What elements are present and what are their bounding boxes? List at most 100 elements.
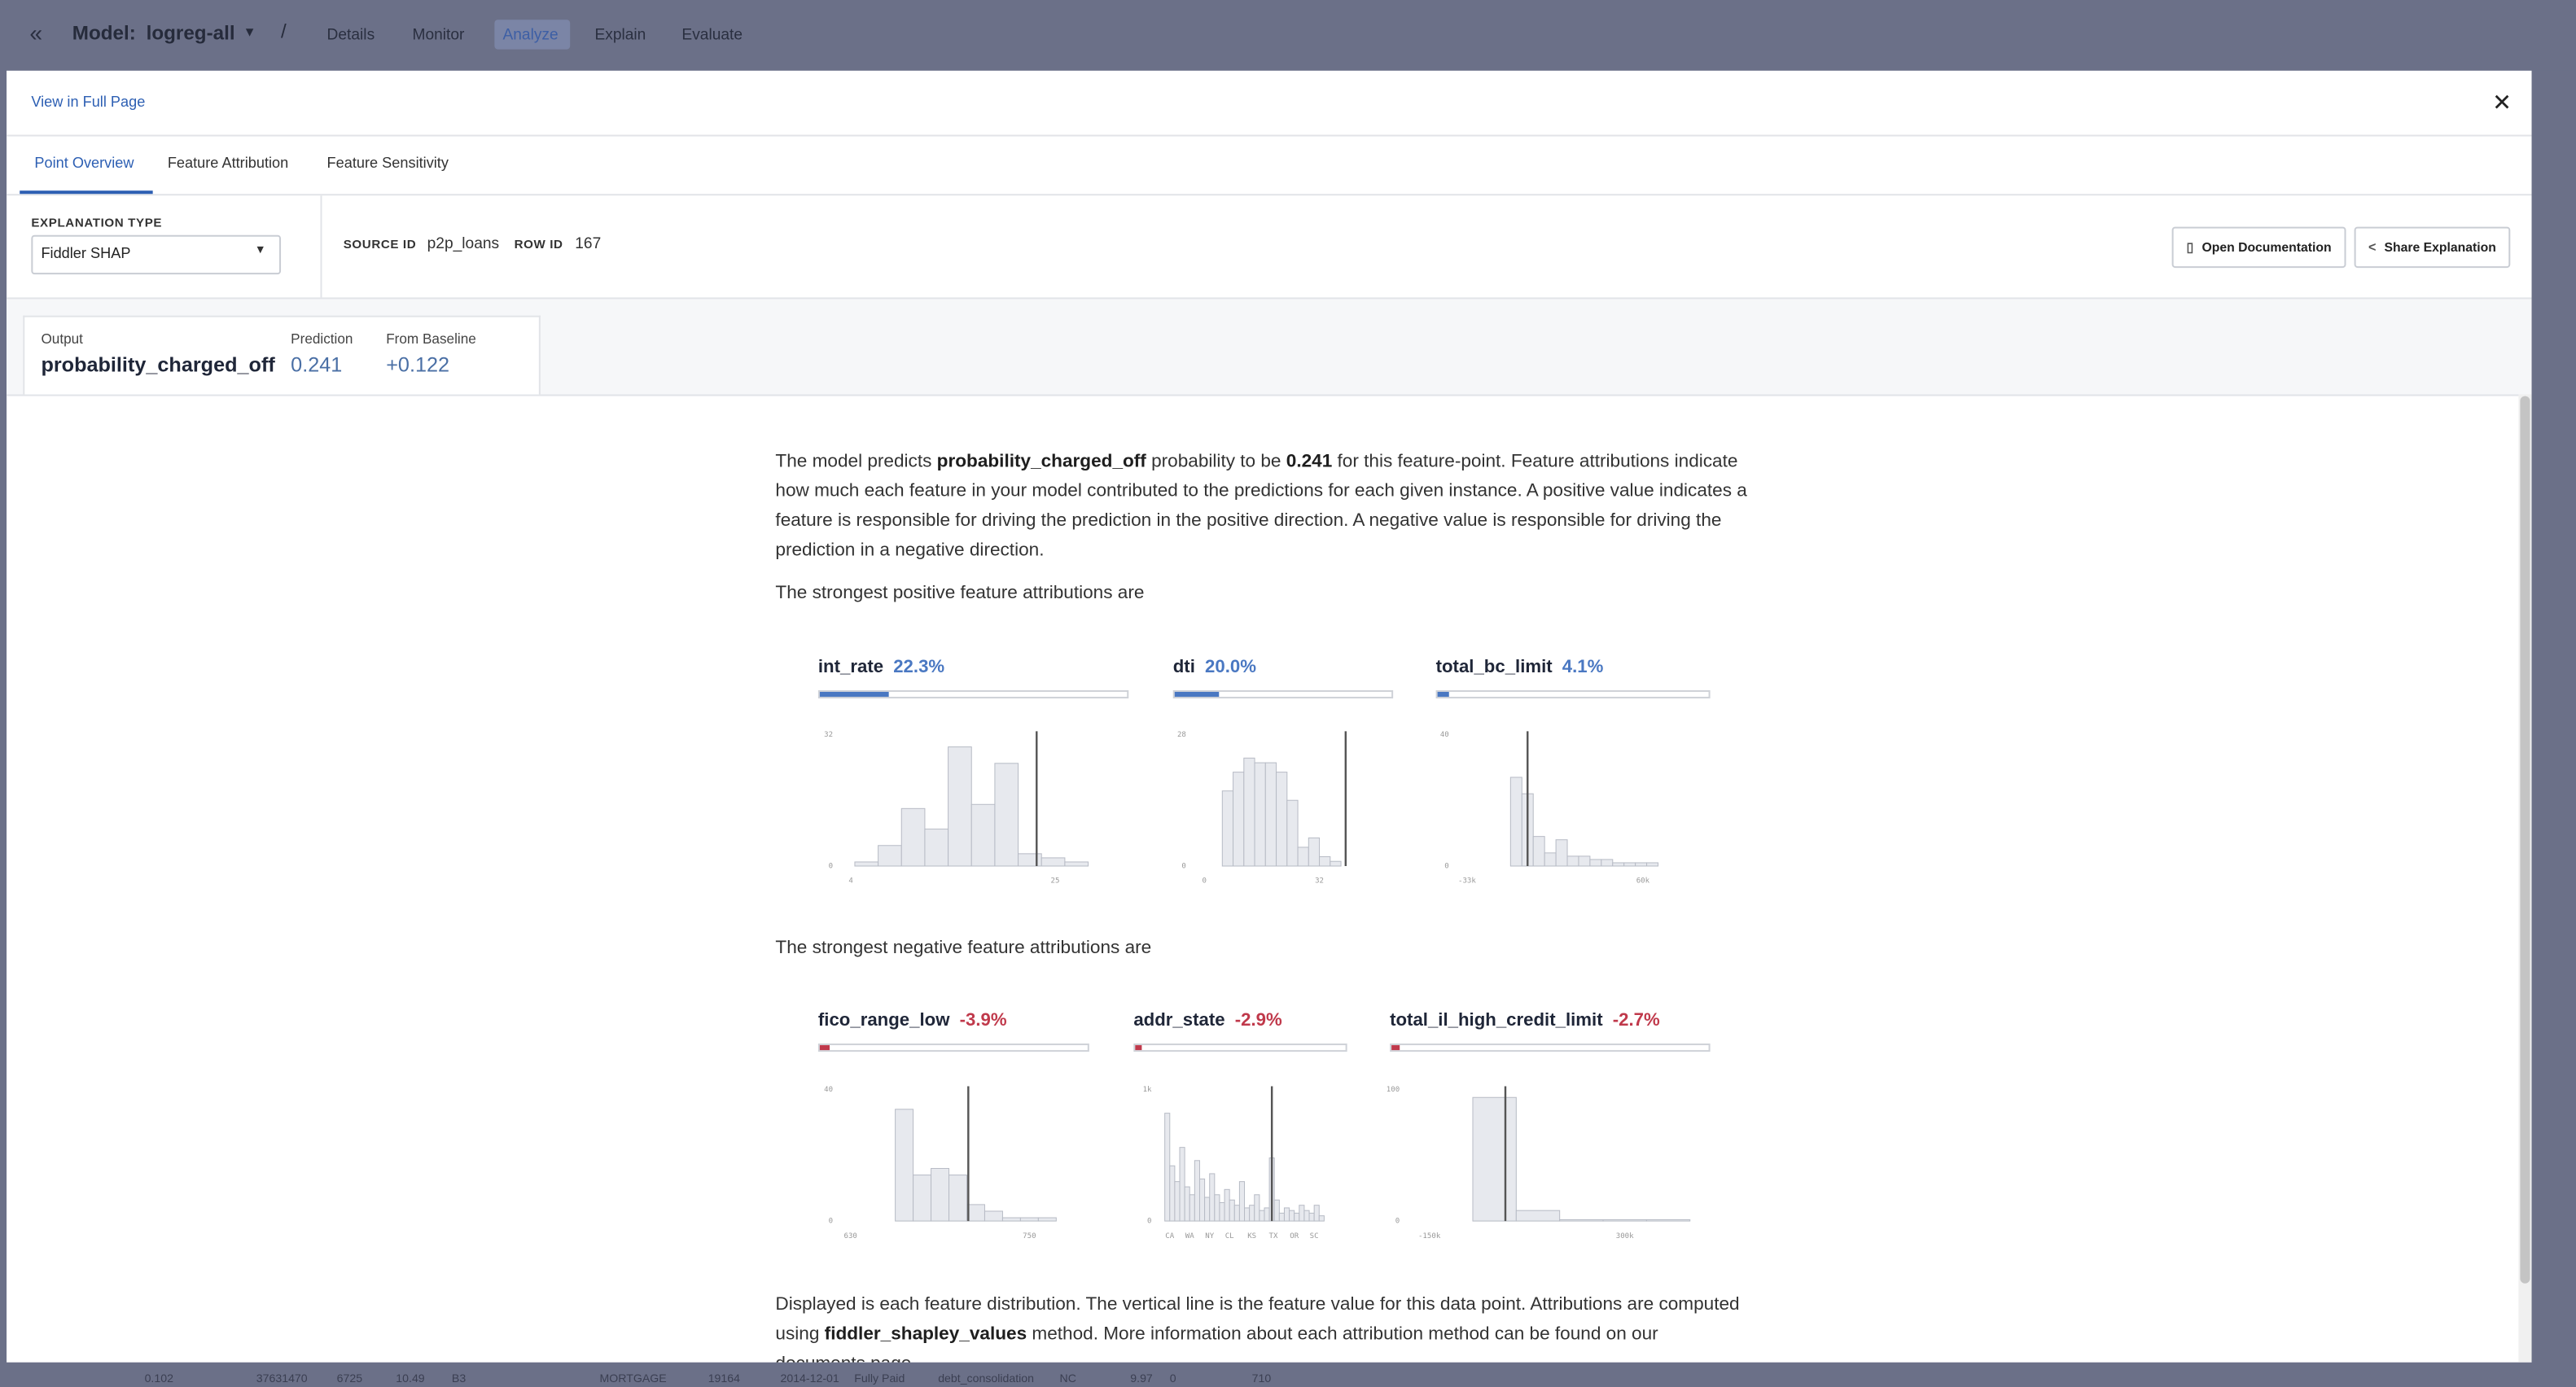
attribution-track: [1435, 689, 1711, 699]
scrollbar-thumb: [2520, 396, 2530, 1284]
histogram-bar: [1198, 1178, 1206, 1222]
nav-tab[interactable]: Evaluate: [681, 26, 743, 45]
feature-header: dti 20.0%: [1173, 658, 1256, 677]
feature-header: addr_state -2.9%: [1133, 1011, 1281, 1030]
divider: [7, 194, 2532, 196]
histogram-bar: [1249, 1205, 1255, 1222]
nav-tab[interactable]: Explain: [594, 26, 646, 45]
histogram-bar: [1264, 762, 1277, 867]
model-name[interactable]: logreg-all: [146, 21, 235, 45]
attribution: -3.9%: [959, 1010, 1007, 1030]
back-icon[interactable]: «: [29, 20, 43, 46]
histogram-bar: [1601, 859, 1614, 867]
histogram-bar: [878, 845, 902, 867]
histogram-bar: [1313, 1205, 1320, 1222]
histogram-bar: [1184, 1186, 1190, 1222]
attribution: 20.0%: [1205, 657, 1256, 677]
histogram-bar: [913, 1175, 932, 1222]
paragraph: The model predicts probability_charged_o…: [775, 447, 1748, 565]
modal-tab[interactable]: Feature Attribution: [167, 154, 289, 171]
histogram-bar: [1289, 1210, 1295, 1222]
attribution-track: [1133, 1044, 1347, 1052]
button[interactable]: < Share Explanation: [2354, 226, 2511, 269]
histogram-bar: [1164, 1113, 1171, 1222]
x-tick-label: 25: [1050, 877, 1059, 886]
histogram-bar: [1645, 1219, 1691, 1222]
attribution-fill: [1391, 1045, 1400, 1051]
prediction-value: 0.241: [291, 353, 343, 377]
bold-text: probability_charged_off: [936, 452, 1146, 472]
close-icon[interactable]: ✕: [2492, 89, 2512, 116]
histogram-bar: [1297, 847, 1309, 867]
histogram-bar: [1286, 799, 1299, 867]
histogram-bar: [1189, 1194, 1195, 1222]
histogram-bar: [1214, 1194, 1220, 1222]
y-tick-label: 0: [1444, 862, 1448, 870]
histogram-bar: [1555, 839, 1568, 867]
modal-tab[interactable]: Feature Sensitivity: [326, 154, 449, 171]
histogram-bar: [1204, 1197, 1211, 1222]
attribution-track: [1390, 1044, 1711, 1052]
text: Displayed is each feature distribution. …: [775, 1294, 1740, 1345]
output-label: Output: [41, 330, 83, 348]
model-caret: ▼: [243, 24, 256, 40]
histogram-bar: [1224, 1188, 1230, 1222]
button[interactable]: ▯ Open Documentation: [2171, 226, 2346, 269]
histogram-bar: [1623, 862, 1636, 867]
histogram-bar: [1612, 862, 1625, 867]
histogram-bar: [1308, 1212, 1315, 1222]
bold-text: 0.241: [1286, 452, 1333, 472]
nav-tab[interactable]: Details: [326, 26, 375, 45]
x-tick-label: 630: [843, 1232, 856, 1240]
row-id-label: ROW ID: [514, 236, 563, 252]
histogram-bar: [1040, 857, 1066, 867]
y-tick-label: 100: [1387, 1086, 1400, 1094]
histogram-bar: [1259, 1210, 1265, 1222]
model-label: Model:: [72, 21, 136, 45]
source-id: p2p_loans: [427, 234, 500, 253]
modal-tab[interactable]: Point Overview: [34, 154, 134, 171]
row-cell: 10.49: [396, 1373, 425, 1385]
active-tab-bg: [494, 20, 571, 50]
select-box[interactable]: [31, 234, 282, 275]
output-value: probability_charged_off: [41, 353, 275, 377]
histogram-bar: [1566, 855, 1579, 867]
histogram-bar: [984, 1210, 1003, 1222]
histogram-bar: [1308, 837, 1321, 867]
text: for this feature-point. Feature attribut…: [775, 452, 1747, 561]
button-icon: ▯: [2186, 239, 2194, 255]
x-tick-label: KS: [1247, 1232, 1256, 1240]
x-tick-label: TX: [1269, 1232, 1278, 1240]
full-page-link[interactable]: View in Full Page: [31, 94, 146, 111]
row-cell: debt_consolidation: [938, 1373, 1035, 1385]
content-viewport: 0 32 4 25 0 28 0 32 0 40 -33k 60k 0 40 630 750 0 1k CA WA NY…: [0, 395, 2518, 1363]
divider: [7, 134, 2532, 137]
modal: ▼ ✕: [7, 70, 2532, 1363]
text: The model predicts: [775, 452, 937, 472]
histogram-bar: [1544, 852, 1557, 867]
histogram-bar: [1532, 836, 1545, 867]
feature-header: int_rate 22.3%: [818, 658, 944, 677]
text: probability to be: [1146, 452, 1286, 472]
histogram-bar: [1283, 1207, 1290, 1222]
nav-tab[interactable]: Analyze: [502, 26, 559, 45]
histogram-bar: [994, 763, 1019, 867]
histogram-bar: [1264, 1207, 1270, 1222]
divider: [320, 195, 322, 298]
histogram-bar: [931, 1167, 950, 1222]
feature-header: total_il_high_credit_limit -2.7%: [1390, 1011, 1660, 1030]
y-tick-label: 40: [1440, 731, 1449, 739]
y-tick-label: 40: [824, 1086, 833, 1094]
row-cell: 0: [1169, 1373, 1176, 1385]
button-label: Open Documentation: [2201, 239, 2332, 255]
paragraph: Displayed is each feature distribution. …: [775, 1290, 1748, 1363]
attribution-fill: [819, 1045, 830, 1051]
row-cell: 37631470: [256, 1373, 308, 1385]
explanation-type-label: EXPLANATION TYPE: [31, 215, 163, 230]
histogram-bar: [1472, 1096, 1517, 1222]
histograms: 0 32 4 25 0 28 0 32 0 40 -33k 60k 0 40 630 750 0 1k CA WA NY…: [824, 731, 1691, 1240]
histogram-bar: [1243, 757, 1255, 867]
nav-tab[interactable]: Monitor: [412, 26, 465, 45]
histogram-bar: [1209, 1173, 1216, 1222]
